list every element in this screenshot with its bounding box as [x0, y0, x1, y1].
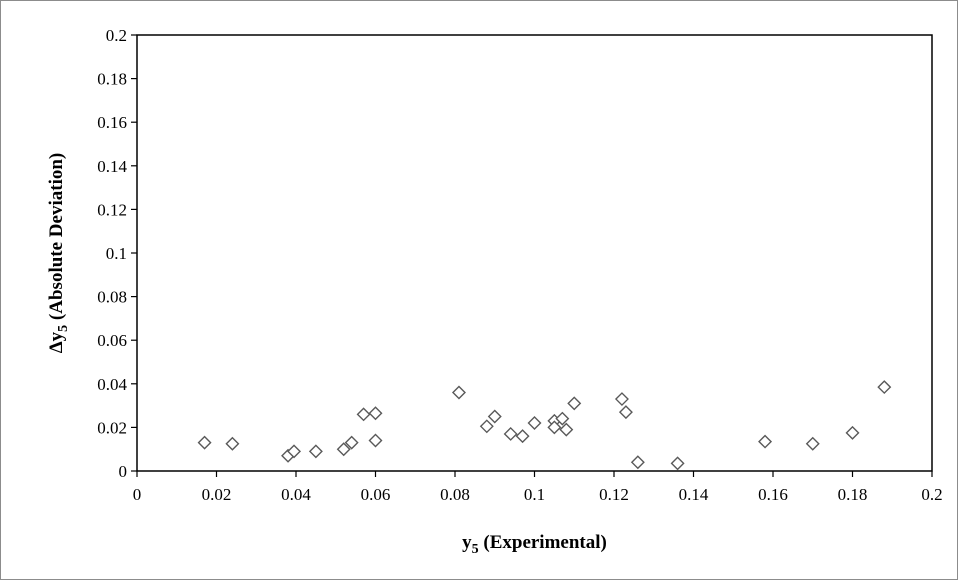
data-point — [287, 444, 302, 459]
data-point — [845, 425, 860, 440]
data-point — [356, 407, 371, 422]
data-point — [368, 406, 383, 421]
y-axis: 0 0.02 0.04 0.06 0.08 0.1 0.12 0.14 0.16 0.18 0.2 — [97, 26, 137, 481]
plot-border — [136, 34, 933, 472]
data-point — [877, 380, 892, 395]
data-point — [527, 416, 542, 431]
x-axis-title: y5 (Experimental) — [462, 532, 607, 557]
x-tick-label: 0.14 — [679, 485, 709, 504]
x-axis-title-rest: (Experimental) — [479, 532, 607, 553]
data-point — [630, 455, 645, 470]
x-tick-label: 0.08 — [440, 485, 470, 504]
x-tick-label: 0 — [133, 485, 142, 504]
data-point — [336, 442, 351, 457]
y-axis-title: Δy5 (Absolute Deviation) — [46, 153, 71, 353]
data-points — [197, 380, 892, 471]
data-point — [197, 435, 212, 450]
y-tick-label: 0.12 — [97, 200, 127, 219]
data-point — [308, 444, 323, 459]
y-axis-title-subscript: 5 — [56, 325, 71, 332]
data-point — [559, 422, 574, 437]
data-point — [614, 392, 629, 407]
y-tick-label: 0.14 — [97, 157, 127, 176]
y-tick-label: 0.06 — [97, 331, 127, 350]
x-tick-label: 0.2 — [921, 485, 942, 504]
x-tick-label: 0.04 — [281, 485, 311, 504]
data-point — [567, 396, 582, 411]
y-tick-label: 0.2 — [106, 26, 127, 45]
data-point — [344, 435, 359, 450]
x-tick-label: 0.06 — [361, 485, 391, 504]
y-tick-label: 0.16 — [97, 113, 127, 132]
x-tick-label: 0.16 — [758, 485, 788, 504]
x-axis: 0 0.02 0.04 0.06 0.08 0.1 0.12 0.14 0.16 0.18 0.2 — [133, 471, 943, 504]
data-point — [670, 456, 685, 471]
x-tick-label: 0.1 — [524, 485, 545, 504]
data-point — [515, 429, 530, 444]
x-tick-label: 0.12 — [599, 485, 629, 504]
data-point — [618, 405, 633, 420]
data-point — [555, 411, 570, 426]
data-point — [758, 434, 773, 449]
y-tick-label: 0.04 — [97, 375, 127, 394]
y-tick-label: 0.18 — [97, 70, 127, 89]
data-point — [503, 426, 518, 441]
y-axis-title-rest: (Absolute Deviation) — [46, 153, 67, 325]
plot-area — [136, 34, 933, 472]
y-tick-label: 0.02 — [97, 418, 127, 437]
y-tick-label: 0 — [119, 462, 128, 481]
y-tick-label: 0.1 — [106, 244, 127, 263]
x-axis-title-subscript: 5 — [472, 542, 479, 557]
data-point — [368, 433, 383, 448]
data-point — [547, 420, 562, 435]
x-axis-title-main: y — [462, 532, 472, 553]
data-point — [479, 419, 494, 434]
data-point — [487, 409, 502, 424]
data-point — [451, 385, 466, 400]
x-tick-label: 0.02 — [202, 485, 232, 504]
x-tick-label: 0.18 — [838, 485, 868, 504]
y-axis-title-main: Δy — [46, 331, 67, 353]
data-point — [225, 436, 240, 451]
y-tick-label: 0.08 — [97, 288, 127, 307]
data-point — [805, 436, 820, 451]
